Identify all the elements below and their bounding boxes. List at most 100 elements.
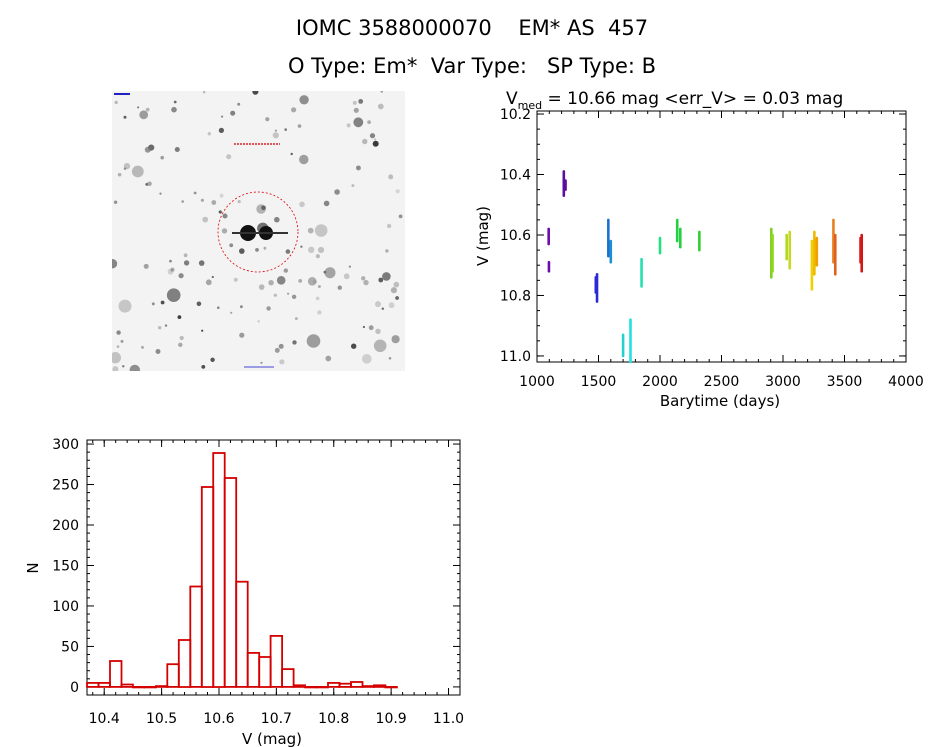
star: [205, 279, 212, 286]
y-tick-label: 10.2: [500, 107, 531, 123]
star: [255, 248, 259, 252]
star: [388, 357, 392, 360]
histogram-bar: [86, 682, 100, 688]
y-tick-label: 250: [52, 478, 79, 494]
star: [193, 191, 197, 195]
star: [274, 129, 277, 132]
star: [178, 273, 184, 279]
histogram-bar: [361, 685, 375, 688]
star: [287, 292, 290, 295]
star: [196, 301, 202, 307]
star: [391, 335, 400, 344]
star: [388, 302, 395, 309]
star: [117, 172, 122, 177]
x-tick-label: 3500: [827, 374, 863, 390]
y-tick-label: 10.6: [500, 228, 531, 244]
star: [374, 138, 377, 141]
histogram-bar: [350, 681, 364, 688]
histogram-frame: [86, 439, 461, 696]
star: [390, 287, 397, 294]
star: [395, 189, 400, 194]
star-field-icon: [112, 91, 403, 371]
histogram-bar: [327, 682, 341, 688]
star: [112, 366, 119, 371]
star: [315, 254, 320, 259]
star: [323, 200, 330, 207]
star: [291, 107, 297, 113]
y-tick-label: 200: [52, 518, 79, 534]
star: [233, 277, 238, 282]
star: [398, 214, 403, 219]
x-tick-label: 2500: [704, 374, 740, 390]
y-tick-label: 150: [52, 558, 79, 574]
star: [257, 320, 260, 323]
star: [315, 296, 320, 301]
y-tick-label: 10.8: [500, 288, 531, 304]
star: [317, 310, 322, 315]
x-tick-label: 3000: [765, 374, 801, 390]
star: [137, 106, 140, 109]
histogram-bar: [143, 686, 157, 689]
histogram-bar: [315, 686, 329, 689]
x-tick-label: 10.9: [376, 711, 407, 727]
x-tick-label: 10.5: [146, 711, 177, 727]
histogram-bar: [109, 660, 123, 688]
star: [299, 201, 305, 208]
lightcurve-ylabel: V (mag): [474, 206, 492, 266]
star: [261, 205, 266, 211]
star: [274, 347, 280, 353]
star: [362, 354, 372, 364]
star: [367, 120, 371, 124]
histogram-bar: [131, 686, 146, 689]
star: [291, 294, 297, 299]
histogram-bar: [258, 656, 272, 688]
lightcurve-xlabel: Barytime (days): [660, 392, 780, 410]
star: [198, 260, 205, 266]
star: [239, 332, 245, 338]
star: [385, 249, 389, 253]
star: [230, 110, 236, 116]
star: [226, 154, 232, 160]
star: [200, 198, 204, 202]
star: [382, 272, 391, 281]
histogram-bar: [304, 686, 318, 689]
x-tick-label: 2000: [642, 374, 678, 390]
star: [181, 200, 184, 203]
star: [183, 260, 190, 266]
star: [361, 276, 366, 281]
histogram-bar: [154, 685, 169, 688]
star: [145, 183, 149, 186]
star: [218, 127, 224, 133]
star: [160, 300, 165, 305]
star: [237, 200, 241, 204]
star: [151, 302, 155, 306]
star: [351, 343, 357, 349]
histogram-bar: [338, 682, 352, 688]
star: [358, 99, 364, 104]
star: [278, 343, 284, 349]
star: [290, 152, 293, 156]
x-tick-label: 1000: [519, 374, 555, 390]
histogram-bar: [281, 668, 295, 688]
star: [202, 91, 206, 94]
star: [325, 355, 332, 362]
star: [260, 361, 263, 364]
star: [380, 91, 384, 93]
star: [317, 285, 321, 288]
star: [317, 246, 325, 254]
y-tick-label: 10.4: [500, 168, 531, 184]
chart-title: IOMC 3588000070 EM* AS 457: [295, 16, 649, 40]
star: [362, 325, 365, 329]
histogram-bar: [97, 682, 111, 688]
star: [112, 352, 121, 364]
star: [353, 107, 359, 113]
star: [283, 268, 288, 273]
star: [141, 345, 144, 349]
star: [230, 311, 233, 314]
histogram-bar: [200, 486, 215, 688]
x-tick-label: 10.6: [203, 711, 234, 727]
star: [144, 146, 151, 153]
sky-image-stamp: [112, 91, 405, 371]
histogram-bar: [384, 686, 398, 689]
star: [131, 165, 144, 178]
